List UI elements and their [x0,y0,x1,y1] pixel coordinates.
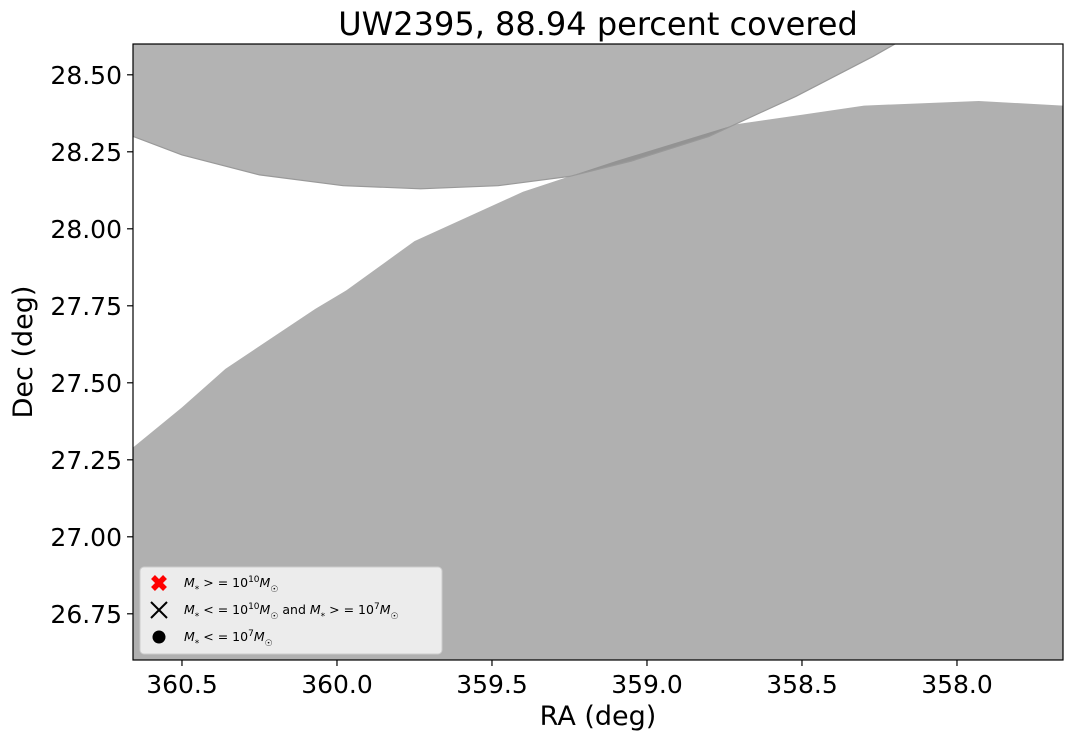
x-tick-label: 360.0 [301,670,373,699]
y-tick-label: 27.00 [50,523,122,552]
x-tick-label: 358.5 [766,670,838,699]
coverage-region-2 [133,44,897,190]
legend-entry: M* > = 1010M☉ [151,575,278,595]
x-axis: 360.5 360.0 359.5 359.0 358.5 358.0 [146,660,993,699]
legend-marker-circle [152,630,166,644]
legend-entry: M* < = 1010M☉ and M* > = 107M☉ [150,601,399,622]
legend-label: M* < = 107M☉ [184,629,273,649]
axes-frame [132,43,1064,661]
x-tick-label: 359.5 [456,670,528,699]
y-tick-label: 27.50 [50,369,122,398]
y-axis: 26.75 27.00 27.25 27.50 27.75 28.00 28.25 28.50 [50,61,133,629]
y-axis-label: Dec (deg) [8,286,39,419]
y-tick-label: 26.75 [50,600,122,629]
y-tick-label: 28.00 [50,215,122,244]
legend-marker-bold-x [151,575,167,591]
chart-title: UW2395, 88.94 percent covered [338,5,858,43]
legend-box [139,566,443,655]
x-tick-label: 358.0 [921,670,993,699]
legend-entry: M* < = 107M☉ [152,629,273,649]
x-tick-label: 359.0 [611,670,683,699]
x-tick-label: 360.5 [146,670,218,699]
x-axis-label: RA (deg) [540,701,657,732]
legend-label: M* > = 1010M☉ [184,575,278,595]
legend: M* > = 1010M☉ M* < = 1010M☉ and M* > = 10… [139,566,443,655]
legend-marker-x [150,601,168,619]
y-tick-label: 28.50 [50,61,122,90]
y-tick-label: 27.25 [50,446,122,475]
plot-area [132,43,1064,661]
y-tick-label: 27.75 [50,292,122,321]
legend-label: M* < = 1010M☉ and M* > = 107M☉ [184,602,399,622]
y-tick-label: 28.25 [50,138,122,167]
